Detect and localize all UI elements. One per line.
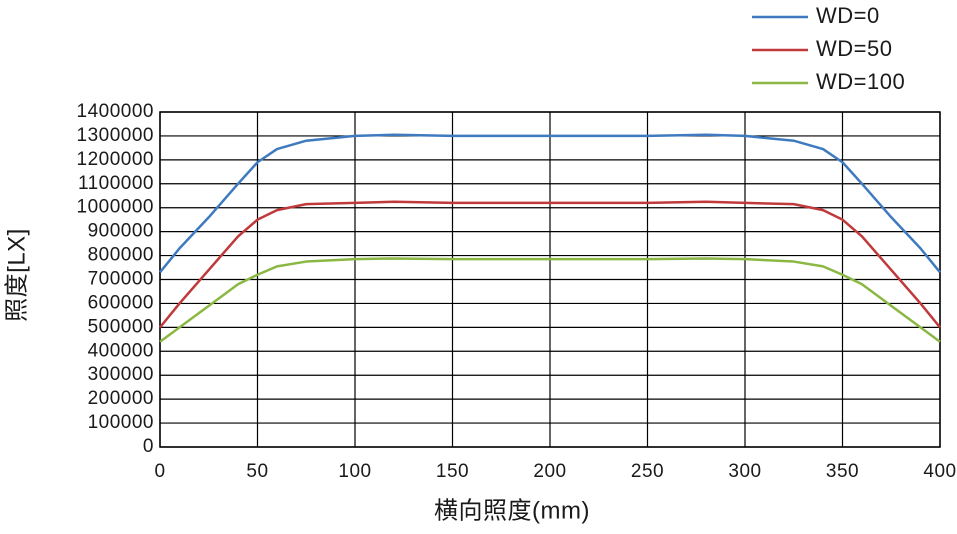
x-tick-label: 250	[631, 461, 664, 482]
y-tick-label: 1100000	[78, 173, 154, 194]
x-tick-label: 50	[246, 461, 268, 482]
legend-label: WD=100	[816, 69, 905, 94]
y-tick-label: 1300000	[77, 125, 154, 146]
x-tick-label: 0	[154, 461, 165, 482]
y-tick-label: 1400000	[77, 101, 154, 122]
y-tick-label: 600000	[88, 292, 154, 313]
y-tick-label: 1200000	[77, 149, 154, 170]
x-tick-label: 350	[826, 461, 859, 482]
x-tick-label: 300	[728, 461, 761, 482]
y-tick-label: 800000	[88, 245, 154, 266]
y-tick-label: 400000	[88, 340, 154, 361]
y-tick-label: 200000	[88, 388, 154, 409]
y-tick-label: 700000	[88, 269, 154, 290]
x-tick-label: 400	[923, 461, 956, 482]
legend-label: WD=50	[816, 36, 892, 61]
x-axis-label: 横向照度(mm)	[434, 497, 590, 524]
y-tick-label: 300000	[88, 364, 154, 385]
y-tick-label: 1000000	[77, 197, 154, 218]
y-tick-label: 0	[143, 436, 154, 457]
plot-frame	[159, 111, 941, 448]
x-tick-label: 100	[338, 461, 371, 482]
y-tick-label: 500000	[88, 316, 154, 337]
y-tick-label: 100000	[88, 412, 154, 433]
y-tick-label: 900000	[88, 221, 154, 242]
y-axis-label: 照度[LX]	[3, 228, 30, 322]
x-tick-label: 200	[533, 461, 566, 482]
x-tick-label: 150	[436, 461, 469, 482]
line-series	[159, 257, 941, 343]
legend-label: WD=0	[816, 3, 880, 28]
line-series	[159, 133, 941, 274]
line-series	[159, 200, 941, 329]
